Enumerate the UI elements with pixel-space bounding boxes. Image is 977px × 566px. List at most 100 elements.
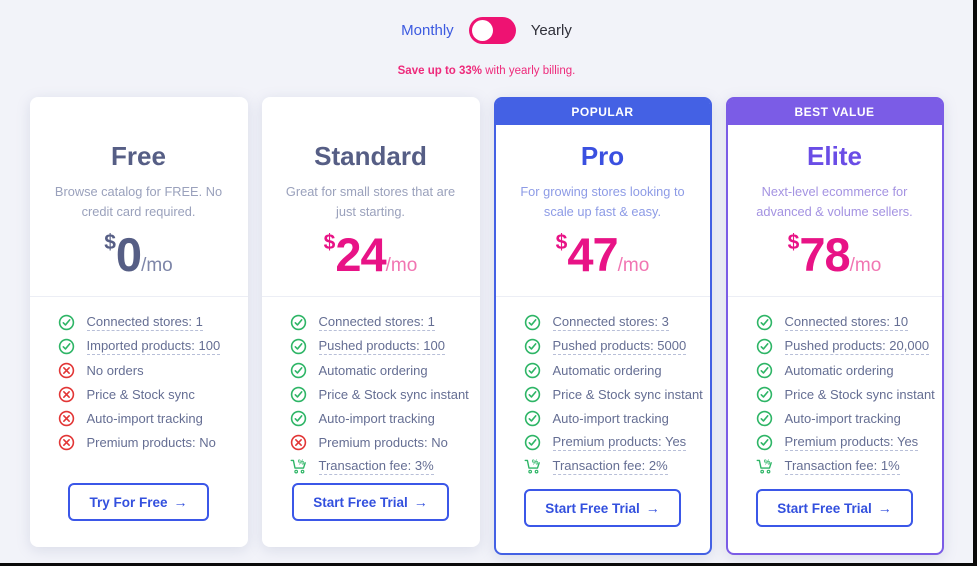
check-circle-icon (524, 338, 541, 355)
feature-list: Connected stores: 10 Pushed products: 20… (728, 297, 942, 478)
feature-item: Pushed products: 100 (290, 334, 470, 358)
cart-percent-icon: % (756, 458, 773, 475)
plan-title: Elite (807, 141, 862, 171)
price-period: /mo (849, 255, 882, 276)
feature-list: Connected stores: 1 Imported products: 1… (30, 297, 248, 454)
plan-title: Pro (580, 141, 625, 171)
divider (727, 296, 942, 297)
svg-text:%: % (531, 458, 538, 467)
save-note: Save up to 33% with yearly billing. (0, 65, 973, 77)
feature-item: Connected stores: 1 (290, 310, 470, 334)
start-free-trial-button[interactable]: Start Free Trial → (524, 489, 681, 527)
plan-price: $78/mo (728, 227, 942, 283)
plan-price: $47/mo (496, 227, 710, 283)
feature-item: Premium products: No (58, 430, 238, 454)
price-period: /mo (141, 255, 173, 276)
arrow-right-icon: → (173, 494, 188, 510)
check-circle-icon (290, 338, 307, 355)
feature-item: Auto-import tracking (290, 406, 470, 430)
feature-item: Pushed products: 20,000 (756, 334, 932, 358)
plan-badge-best-value: BEST VALUE (727, 99, 942, 125)
feature-item: Connected stores: 10 (756, 310, 932, 334)
svg-text:%: % (763, 458, 770, 467)
plan-description: Browse catalog for FREE. No credit card … (54, 184, 223, 219)
currency-symbol: $ (787, 231, 800, 254)
save-note-highlight: Save up to 33% (397, 65, 483, 77)
check-circle-icon (290, 410, 307, 427)
divider (261, 296, 480, 297)
check-circle-icon (524, 362, 541, 379)
billing-period-selector: Monthly Yearly (0, 0, 973, 44)
start-free-trial-button[interactable]: Start Free Trial → (756, 489, 913, 527)
plan-card-free: Free Browse catalog for FREE. No credit … (29, 97, 248, 547)
arrow-right-icon: → (645, 500, 660, 516)
feature-item: Connected stores: 1 (58, 310, 238, 334)
plan-description: Next-level ecommerce for advanced & volu… (756, 184, 913, 219)
feature-list: Connected stores: 3 Pushed products: 500… (496, 297, 710, 478)
check-circle-icon (290, 314, 307, 331)
arrow-right-icon: → (877, 500, 892, 516)
feature-item: % Transaction fee: 2% (524, 454, 700, 478)
plan-cards: Free Browse catalog for FREE. No credit … (0, 97, 973, 555)
try-for-free-button[interactable]: Try For Free → (68, 483, 209, 521)
feature-item: Premium products: Yes (524, 430, 700, 454)
toggle-knob (471, 20, 493, 41)
feature-item: Automatic ordering (756, 358, 932, 382)
check-circle-icon (524, 434, 541, 451)
check-circle-icon (756, 314, 773, 331)
check-circle-icon (290, 386, 307, 403)
feature-list: Connected stores: 1 Pushed products: 100… (262, 297, 480, 478)
feature-item: Connected stores: 3 (524, 310, 700, 334)
plan-card-elite: BEST VALUE Elite Next-level ecommerce fo… (725, 97, 944, 555)
plan-price: $0/mo (30, 227, 248, 283)
billing-toggle[interactable] (468, 17, 516, 44)
check-circle-icon (756, 362, 773, 379)
divider (495, 296, 710, 297)
price-amount: 24 (335, 228, 386, 281)
feature-item: Price & Stock sync instant (756, 382, 935, 406)
check-circle-icon (524, 314, 541, 331)
price-amount: 78 (799, 228, 850, 281)
feature-item: % Transaction fee: 3% (290, 454, 470, 478)
currency-symbol: $ (104, 231, 116, 254)
check-circle-icon (756, 338, 773, 355)
price-amount: 0 (115, 228, 142, 281)
price-period: /mo (385, 255, 418, 276)
price-period: /mo (617, 255, 650, 276)
cross-circle-icon (290, 434, 307, 451)
cross-circle-icon (58, 362, 75, 379)
feature-item: Premium products: Yes (756, 430, 932, 454)
feature-item: Pushed products: 5000 (524, 334, 700, 358)
monthly-label: Monthly (401, 22, 454, 39)
divider (29, 296, 248, 297)
feature-item: Price & Stock sync (58, 382, 238, 406)
svg-text:%: % (297, 458, 304, 467)
plan-title: Free (111, 141, 166, 171)
cross-circle-icon (58, 386, 75, 403)
feature-item: Automatic ordering (524, 358, 700, 382)
plan-card-standard: Standard Great for small stores that are… (261, 97, 480, 547)
feature-item: Price & Stock sync instant (290, 382, 470, 406)
cross-circle-icon (58, 434, 75, 451)
feature-item: Price & Stock sync instant (524, 382, 703, 406)
check-circle-icon (290, 362, 307, 379)
check-circle-icon (524, 386, 541, 403)
feature-item: % Transaction fee: 1% (756, 454, 932, 478)
save-note-rest: with yearly billing. (482, 65, 576, 77)
feature-item: Premium products: No (290, 430, 470, 454)
cart-percent-icon: % (524, 458, 541, 475)
plan-badge-popular: POPULAR (495, 99, 710, 125)
currency-symbol: $ (555, 231, 568, 254)
arrow-right-icon: → (413, 494, 428, 510)
feature-item: Imported products: 100 (58, 334, 238, 358)
check-circle-icon (524, 410, 541, 427)
plan-title: Standard (314, 141, 427, 171)
yearly-label: Yearly (530, 22, 572, 39)
start-free-trial-button[interactable]: Start Free Trial → (292, 483, 449, 521)
cart-percent-icon: % (290, 458, 307, 475)
check-circle-icon (58, 314, 75, 331)
check-circle-icon (756, 434, 773, 451)
plan-description: Great for small stores that are just sta… (285, 184, 456, 219)
currency-symbol: $ (323, 231, 336, 254)
